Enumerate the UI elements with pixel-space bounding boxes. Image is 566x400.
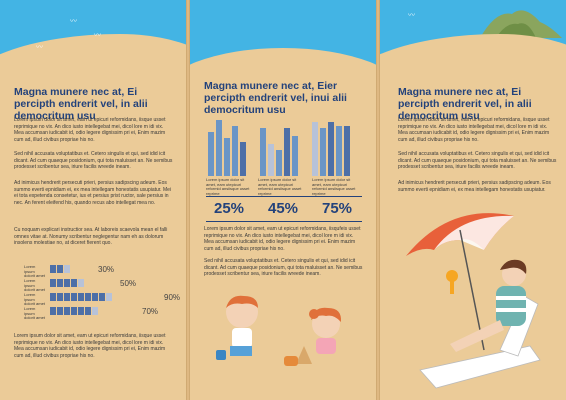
progress-cell [64, 279, 70, 287]
bar-percent: 50% [120, 279, 137, 288]
bar-percent: 70% [142, 307, 159, 316]
chart-bar [328, 122, 334, 176]
progress-cells [50, 265, 71, 275]
chart-bar [344, 126, 350, 176]
bar-label: Lorem ipsum dolorit amet [24, 306, 45, 321]
chart-bar [336, 126, 342, 176]
panel-title: Magna munere nec at, Ei percipth endreri… [398, 86, 532, 122]
progress-cell [85, 307, 91, 315]
chart-bar [268, 144, 274, 176]
chart-bar [208, 132, 214, 176]
wave-icon: 〰 [408, 12, 415, 19]
chart-bar [284, 128, 290, 176]
panel-right: 〰 〰 Magna munere nec at, Ei percipth end… [380, 0, 566, 400]
progress-cell [78, 279, 84, 287]
progress-cell [85, 293, 91, 301]
stat-percent: 45% [268, 200, 299, 217]
panel-middle: Magna munere nec at, Eier percipth endre… [190, 0, 376, 400]
paragraph: Lorem ipsum dolor sit amet, eam ut epicu… [204, 226, 361, 252]
paragraph: Lorem ipsum dolor sit amet, eam ut epicu… [14, 333, 166, 359]
bar-percent: 90% [164, 293, 181, 302]
chart-bar [260, 128, 266, 176]
bar-label: Lorem ipsum dolorit amet [24, 292, 45, 307]
bar-label: Lorem ipsum dolorit amet [24, 264, 45, 279]
bar-label: Lorem ipsum dolorit amet [24, 278, 45, 293]
wave-icon: 〰 [70, 18, 77, 25]
paragraph: Ad inimicus hendrerit persecuti prieri, … [398, 180, 551, 193]
progress-cell [64, 293, 70, 301]
progress-cell [78, 307, 84, 315]
progress-cell [57, 293, 63, 301]
stat-percent: 75% [322, 200, 353, 217]
progress-cell [71, 293, 77, 301]
paragraph: Lorem ipsum dolor sit amet, eam ut epicu… [398, 117, 550, 143]
wave-icon: 〰 [36, 44, 43, 51]
sand-hill [380, 34, 566, 154]
paragraph: Sed nihil accusata voluptatibus et. Cete… [14, 151, 173, 171]
stat-caption: Lorem ipsum dolor sit amet, eam utepicur… [206, 177, 250, 196]
chart-bar [292, 136, 298, 176]
progress-bar-row: Lorem ipsum dolorit amet 30% [14, 264, 184, 278]
stat-caption: Lorem ipsum dolor sit amet, eam utepicur… [312, 177, 356, 196]
fold-line [186, 0, 190, 400]
progress-cell [99, 293, 105, 301]
progress-cell [50, 265, 56, 273]
paragraph: Cu noquam explicari instructior sea. At … [14, 227, 168, 247]
progress-bar-row: Lorem ipsum dolorit amet 50% [14, 278, 184, 292]
progress-cell [64, 265, 70, 273]
progress-cell [64, 307, 70, 315]
progress-cell [71, 279, 77, 287]
progress-cell [57, 265, 63, 273]
panel-left: 〰 〰 〰 Magna munere nec at, Ei percipth e… [0, 0, 186, 400]
panel-title: Magna munere nec at, Ei percipth endreri… [14, 86, 148, 122]
progress-cell [50, 279, 56, 287]
progress-cells [50, 307, 99, 317]
divider [206, 196, 362, 197]
paragraph: Ad inimicus hendrerit persecuti prieri, … [14, 180, 172, 206]
bar-percent: 30% [98, 265, 115, 274]
progress-cell [92, 293, 98, 301]
stat-caption: Lorem ipsum dolor sit amet, eam utepicur… [258, 177, 302, 196]
chart-bar [232, 126, 238, 176]
chart-bar [224, 138, 230, 176]
progress-cells [50, 279, 85, 289]
stat-percent: 25% [214, 200, 245, 217]
chart-bar [276, 150, 282, 176]
progress-cell [106, 293, 112, 301]
progress-cell [50, 293, 56, 301]
fold-line [376, 0, 380, 400]
progress-cell [57, 307, 63, 315]
progress-cell [92, 307, 98, 315]
stats-bar-charts [208, 120, 350, 176]
progress-cell [57, 279, 63, 287]
sand-hill [0, 34, 186, 154]
chart-bar [240, 142, 246, 176]
paragraph: Sed nihil accusata voluptatibus et. Cete… [398, 151, 557, 171]
kids-illustration [216, 295, 342, 366]
progress-cell [71, 307, 77, 315]
chart-bar [312, 122, 318, 176]
chart-bar [216, 120, 222, 176]
progress-cells [50, 293, 113, 303]
paragraph: Sed nihil accusata voluptatibus et. Cete… [204, 258, 363, 278]
progress-bar-row: Lorem ipsum dolorit amet 90% [14, 292, 184, 306]
progress-bar-row: Lorem ipsum dolorit amet 70% [14, 306, 184, 320]
progress-cell [78, 293, 84, 301]
divider [206, 221, 362, 222]
chart-bar [320, 128, 326, 176]
progress-cell [50, 307, 56, 315]
paragraph: Lorem ipsum dolor sit amet, eam ut epicu… [14, 117, 166, 143]
panel-title: Magna munere nec at, Eier percipth endre… [204, 80, 347, 116]
beach-chair-illustration [406, 213, 541, 389]
wave-icon: 〰 [94, 32, 101, 39]
